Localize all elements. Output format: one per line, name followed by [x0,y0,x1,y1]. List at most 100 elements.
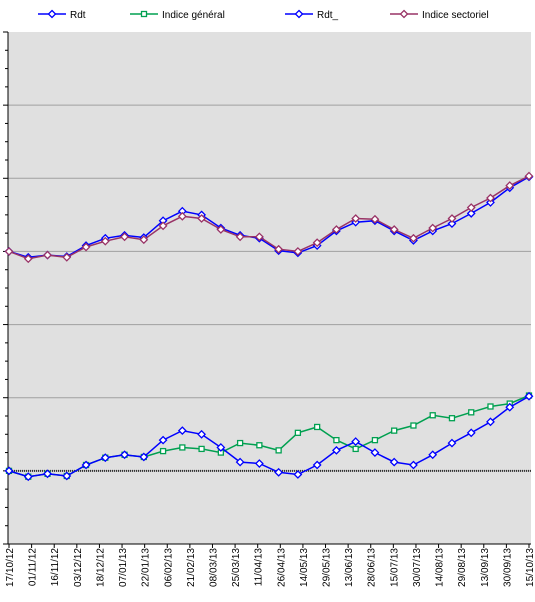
x-tick-label: 11/04/13 [254,548,265,587]
x-tick-label: 29/08/13 [457,548,468,587]
data-point [505,402,515,412]
x-tick-label: 25/03/13 [231,548,242,587]
x-tick-label: 15/10/13 [525,548,535,587]
legend-marker [140,10,148,18]
data-point [409,233,418,243]
data-point [216,225,226,234]
legend-marker [399,9,409,19]
data-point [409,460,418,470]
data-point [524,171,534,181]
data-point [197,214,207,223]
data-point [370,214,380,224]
x-tick-label: 08/03/13 [208,548,219,587]
series-line [8,395,530,478]
x-tick-label: 01/11/12 [28,548,39,587]
data-point [197,429,207,439]
x-tick-label: 06/02/13 [163,548,174,587]
x-tick-label: 14/08/13 [435,548,446,587]
x-tick-label: 21/02/13 [186,548,197,587]
x-tick-label: 03/12/12 [73,548,84,587]
data-point [352,445,359,453]
data-point [293,247,303,256]
data-point [256,442,263,449]
x-tick-label: 29/05/13 [322,548,333,587]
data-point [312,460,322,470]
data-point [448,415,456,422]
data-point [351,214,361,223]
data-point [158,435,168,445]
data-point [389,457,399,467]
data-point [370,448,380,457]
data-point [275,447,282,454]
data-point [274,467,284,477]
data-point [313,423,321,431]
x-tick-label: 26/04/13 [276,548,287,587]
series-line [8,176,530,259]
data-point [487,403,494,410]
data-point [139,235,149,245]
data-point [524,391,534,401]
data-point [236,439,244,447]
x-tick-label: 13/09/13 [480,548,491,587]
data-point [466,428,476,438]
data-point [428,223,438,233]
x-tick-label: 30/09/13 [502,548,513,587]
data-point [254,232,264,242]
data-point [100,453,110,463]
data-point [391,427,398,434]
x-tick-label: 13/06/13 [344,548,355,587]
data-point [505,181,515,191]
data-point [351,437,361,447]
data-point [139,452,149,462]
data-point [486,417,495,427]
x-tick-label: 30/07/13 [412,548,423,587]
data-point [62,252,72,262]
legend-label: Indice sectoriel [422,10,489,21]
data-point [468,409,475,416]
data-point [43,250,52,260]
data-point [177,211,187,221]
x-tick-label: 07/01/13 [118,548,129,587]
data-point [235,457,245,467]
data-point [235,232,245,242]
data-point [331,445,341,455]
data-point [4,247,14,256]
data-point [447,219,457,229]
data-point [447,214,457,223]
data-point [159,447,167,455]
data-point [158,221,168,231]
data-point [274,244,284,254]
data-point [294,429,302,436]
data-point [23,254,33,264]
data-point [486,193,495,203]
data-point [120,232,129,242]
data-point [120,450,129,460]
data-point [62,471,72,481]
data-point [198,445,205,453]
x-tick-label: 18/12/12 [95,548,106,587]
x-tick-label: 16/11/12 [50,548,61,587]
legend-label: Rdt_ [317,10,339,21]
data-point [447,438,457,448]
data-point [81,242,91,252]
data-point [179,444,186,451]
data-point [312,238,322,248]
data-point [293,470,303,479]
data-point [23,472,33,482]
legend-marker [47,9,57,19]
legend-label: Rdt [70,10,86,21]
data-point [177,426,187,436]
data-point [429,412,436,419]
x-tick-label: 17/10/12 [5,548,16,587]
series-line [8,175,530,260]
data-point [254,459,264,468]
data-point [428,450,438,460]
x-tick-label: 28/06/13 [367,548,378,587]
x-tick-label: 14/05/13 [299,548,310,587]
data-point [333,436,340,444]
data-point [216,443,226,452]
data-point [389,225,399,234]
data-point [100,236,110,246]
plot-area [8,32,531,544]
